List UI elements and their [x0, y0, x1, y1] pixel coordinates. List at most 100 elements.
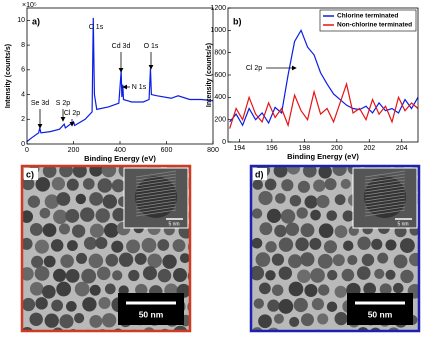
nanoparticle [172, 239, 186, 252]
legend-box [319, 9, 417, 32]
nanoparticle [316, 195, 330, 209]
nanoparticle [118, 252, 134, 267]
panel-label: a) [32, 16, 40, 26]
nanoparticle [334, 285, 347, 298]
lattice-fringe [135, 206, 177, 214]
nanoparticle [105, 253, 119, 267]
nanoparticle [101, 313, 117, 328]
nanoparticle [326, 210, 338, 221]
nanoparticle [147, 253, 162, 268]
lattice-fringe [364, 170, 406, 178]
lattice-fringe [364, 182, 406, 190]
nanoparticle [271, 284, 284, 296]
lattice-fringe [364, 200, 406, 208]
nanoparticle [371, 238, 383, 250]
x-tick-label: 194 [234, 145, 246, 152]
nanoparticle [300, 252, 315, 267]
nanoparticle [59, 166, 73, 178]
nanoparticle [265, 241, 277, 253]
nanoparticle [29, 312, 43, 327]
nanoparticle [31, 255, 44, 268]
nanoparticle [102, 194, 118, 209]
lattice-fringe [364, 176, 406, 184]
nanoparticle [42, 223, 57, 238]
nanoparticle [89, 192, 103, 206]
x-tick-label: 800 [207, 147, 219, 154]
nanoparticle [76, 252, 88, 264]
nanoparticle [304, 283, 318, 297]
nanoparticle [173, 325, 188, 331]
nanoparticle [251, 208, 263, 219]
nanoparticle [253, 298, 265, 309]
nanoparticle [297, 269, 311, 284]
nanoparticle [251, 265, 265, 281]
lattice-fringe [135, 200, 177, 208]
lattice-fringe [135, 188, 177, 196]
nanoparticle [300, 313, 314, 327]
nanoparticle [53, 209, 68, 225]
nanoparticle [43, 255, 56, 268]
lattice-fringe [364, 197, 406, 205]
nanoparticle [300, 223, 315, 238]
lattice-fringe [364, 194, 406, 202]
nanoparticle [96, 266, 111, 281]
nanoparticle [409, 252, 419, 267]
y-tick-label: 4 [21, 91, 25, 98]
nanoparticle [318, 284, 330, 296]
nanoparticle [278, 299, 294, 314]
nanoparticle [310, 268, 325, 283]
lattice-fringe [364, 206, 406, 214]
y-tick-label: 800 [214, 50, 226, 57]
nanoparticle [29, 281, 44, 296]
inset-particle [135, 176, 177, 218]
annotation: C 1s [89, 24, 104, 31]
nanoparticle [326, 301, 338, 312]
nanoparticle [126, 239, 141, 254]
y-tick-label: 400 [214, 94, 226, 101]
nanoparticle [313, 179, 326, 192]
nanoparticle [280, 209, 296, 224]
nanoparticle [89, 223, 105, 238]
nanoparticle [304, 195, 318, 209]
nanoparticle [340, 178, 351, 190]
nanoparticle [101, 166, 117, 178]
annotation: Cd 3d [112, 43, 131, 50]
nanoparticle [103, 223, 119, 238]
nanoparticle [56, 192, 71, 206]
y-tick-label: 1000 [210, 27, 226, 34]
y-tick-label: 200 [214, 117, 226, 124]
nanoparticle [59, 314, 74, 329]
nanoparticle [44, 194, 60, 209]
nanoparticle [74, 281, 90, 297]
nanoparticle [327, 332, 337, 337]
y-tick-label: 1200 [210, 5, 226, 12]
nanoparticle [341, 268, 355, 282]
legend-label: Chlorine terminated [337, 13, 398, 20]
nanoparticle [285, 222, 300, 236]
nanoparticle [82, 178, 95, 190]
nanoparticle [112, 270, 123, 281]
x-tick-label: 200 [331, 145, 343, 152]
nanoparticle [50, 239, 64, 252]
annotation: Cl 2p [246, 65, 262, 72]
panel-label-box [24, 168, 38, 180]
panel-label-box [253, 168, 267, 180]
lattice-fringe [135, 209, 177, 217]
nanoparticle [22, 297, 36, 312]
nanoparticle [311, 297, 325, 311]
nanoparticle [58, 223, 71, 235]
nanoparticle [310, 209, 321, 221]
nanoparticle [267, 299, 280, 312]
scale-box [118, 293, 184, 325]
scale-box [347, 293, 413, 325]
nanoparticle [66, 240, 78, 252]
lattice-fringe [135, 176, 177, 184]
nanoparticle [374, 268, 385, 279]
nanoparticle [128, 269, 140, 282]
x-axis-label: Binding Energy (eV) [84, 154, 156, 163]
nanoparticle [22, 177, 35, 191]
x-tick-label: 200 [68, 147, 80, 154]
tem-image: 5 nm 50 nm d) [251, 166, 419, 337]
nanoparticle [75, 193, 86, 205]
